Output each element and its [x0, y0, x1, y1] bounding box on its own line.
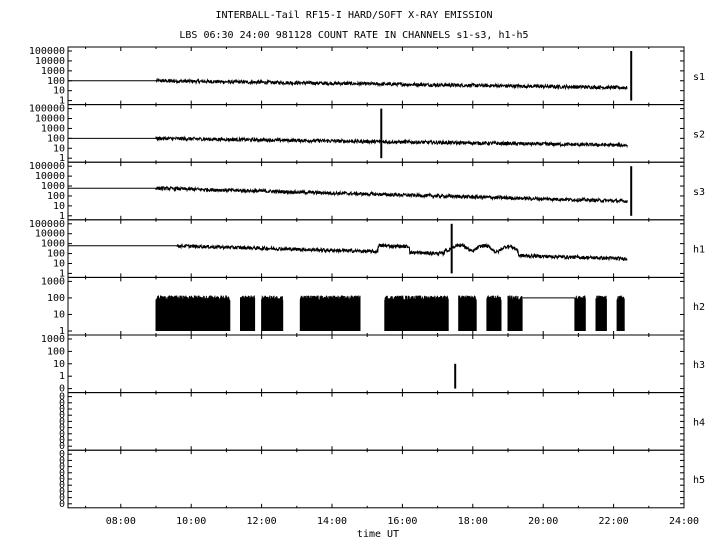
- y-tick-label: 1000: [41, 66, 65, 77]
- panel-label: h3: [693, 360, 705, 371]
- panel-group: 100000100001000100101s110000010000100010…: [29, 46, 705, 510]
- y-tick-label: 10000: [35, 56, 65, 67]
- y-tick-label: 1: [59, 96, 65, 107]
- y-tick-label: 1000: [41, 334, 65, 345]
- x-tick-label: 08:00: [106, 516, 136, 527]
- y-tick-label: 1: [59, 371, 65, 382]
- y-tick-label: 1: [59, 326, 65, 337]
- y-tick-label: 0: [59, 480, 65, 491]
- y-tick-label: 10000: [35, 114, 65, 125]
- y-tick-label: 0: [59, 486, 65, 497]
- y-tick-label: 0: [59, 392, 65, 403]
- chart-subtitle: LBS 06:30 24:00 981128 COUNT RATE IN CHA…: [179, 30, 528, 41]
- y-tick-label: 100: [47, 346, 65, 357]
- x-tick-label: 16:00: [387, 516, 417, 527]
- y-tick-label: 0: [59, 462, 65, 473]
- y-tick-label: 100: [47, 191, 65, 202]
- panel-frame: [67, 219, 685, 278]
- y-tick-label: 100000: [29, 161, 65, 172]
- y-tick-label: 10000: [35, 229, 65, 240]
- y-tick-label: 0: [59, 499, 65, 510]
- x-axis-label: time UT: [357, 529, 399, 540]
- y-tick-label: 1: [59, 153, 65, 164]
- series-h2: [155, 295, 625, 331]
- series-s1: [68, 77, 628, 91]
- y-tick-label: 100: [47, 249, 65, 260]
- y-tick-label: 100000: [29, 104, 65, 115]
- y-tick-label: 100: [47, 133, 65, 144]
- series-s3: [68, 185, 628, 204]
- y-tick-label: 10: [53, 201, 65, 212]
- y-tick-label: 0: [59, 398, 65, 409]
- y-tick-label: 10: [53, 359, 65, 370]
- y-tick-label: 10000: [35, 171, 65, 182]
- x-tick-label: 22:00: [599, 516, 629, 527]
- x-tick-label: 20:00: [528, 516, 558, 527]
- x-axis: 08:00 10:00 12:00 14:00 16:00 18:00 20:00 22:00…: [106, 516, 699, 527]
- panel-frame: [67, 104, 685, 163]
- y-tick-label: 0: [59, 384, 65, 395]
- x-tick-label: 10:00: [176, 516, 206, 527]
- panel-label: h4: [693, 417, 705, 428]
- y-tick-label: 0: [59, 449, 65, 460]
- panel-label: s2: [693, 129, 705, 140]
- y-tick-label: 10: [53, 86, 65, 97]
- x-tick-label: 18:00: [458, 516, 488, 527]
- panel-frame: [67, 392, 685, 451]
- y-tick-label: 0: [59, 468, 65, 479]
- panel-frame: [67, 449, 685, 509]
- y-tick-label: 1: [59, 268, 65, 279]
- panel-label: s3: [693, 187, 705, 198]
- y-tick-label: 10: [53, 258, 65, 269]
- panel-label: s1: [693, 72, 705, 83]
- y-tick-label: 10: [53, 309, 65, 320]
- panel-label: h5: [693, 475, 705, 486]
- y-tick-label: 1000: [41, 181, 65, 192]
- y-tick-label: 0: [59, 404, 65, 415]
- x-tick-label: 14:00: [317, 516, 347, 527]
- y-tick-label: 0: [59, 493, 65, 504]
- y-tick-label: 0: [59, 429, 65, 440]
- y-tick-label: 1000: [41, 276, 65, 287]
- y-tick-label: 0: [59, 423, 65, 434]
- x-tick-label: 12:00: [247, 516, 277, 527]
- panel-frame: [67, 161, 685, 221]
- y-tick-label: 0: [59, 410, 65, 421]
- y-tick-label: 0: [59, 441, 65, 452]
- y-tick-label: 1: [59, 211, 65, 222]
- panel-h2: 1000 100 10 1 h2: [41, 276, 705, 337]
- y-tick-label: 1000: [41, 239, 65, 250]
- series-h1: [68, 242, 628, 262]
- chart-title: INTERBALL-Tail RF15-I HARD/SOFT X-RAY EM…: [216, 10, 493, 21]
- y-tick-label: 1000: [41, 123, 65, 134]
- y-tick-label: 100: [47, 293, 65, 304]
- y-tick-label: 0: [59, 416, 65, 427]
- y-tick-label: 100000: [29, 46, 65, 57]
- y-tick-label: 100000: [29, 219, 65, 230]
- y-tick-label: 100: [47, 76, 65, 87]
- y-tick-label: 0: [59, 455, 65, 466]
- y-tick-label: 10: [53, 143, 65, 154]
- panel-frame: [67, 334, 685, 394]
- series-s2: [68, 135, 628, 149]
- panel-label: h2: [693, 302, 705, 313]
- x-tick-label: 24:00: [669, 516, 699, 527]
- y-tick-label: 0: [59, 474, 65, 485]
- panel-frame: [67, 46, 685, 106]
- panel-label: h1: [693, 245, 705, 256]
- y-tick-label: 0: [59, 435, 65, 446]
